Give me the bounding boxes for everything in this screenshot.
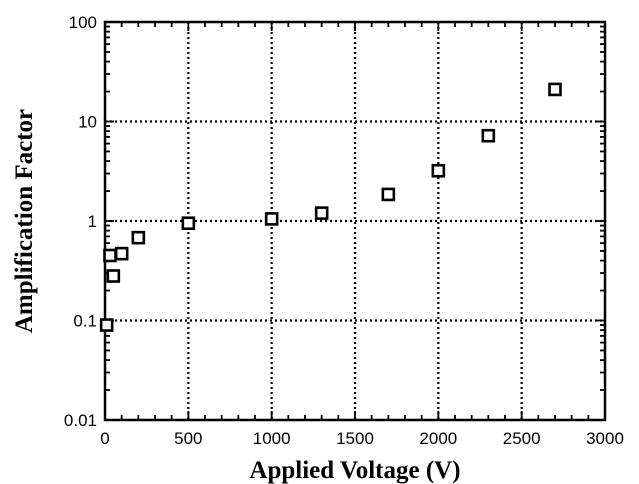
data-point [106, 269, 121, 283]
data-point [131, 230, 146, 245]
data-point [114, 246, 129, 261]
x-tick-label: 500 [174, 429, 202, 448]
x-tick-label: 3000 [586, 429, 624, 448]
x-tick-labels: 0 500 1000 1500 2000 2500 3000 [100, 429, 624, 448]
x-tick-label: 1500 [336, 429, 374, 448]
data-point [431, 163, 446, 178]
data-point [264, 212, 279, 226]
x-tick-label: 1000 [253, 429, 291, 448]
data-point [548, 82, 562, 97]
x-tick-label: 2500 [503, 429, 541, 448]
y-tick-label: 1 [88, 212, 97, 231]
data-point [481, 128, 496, 143]
y-axis-title: Amplification Factor [11, 109, 38, 333]
x-tick-label: 0 [100, 429, 109, 448]
data-point [381, 187, 396, 202]
plot-frame [103, 20, 607, 422]
y-tick-label: 0.1 [73, 312, 97, 331]
x-axis-title: Applied Voltage (V) [249, 457, 460, 484]
grid-lines [105, 22, 605, 420]
data-point [181, 216, 196, 231]
y-tick-label: 100 [69, 13, 97, 32]
data-point [99, 318, 114, 332]
y-tick-label: 0.01 [64, 411, 97, 430]
y-tick-labels: 0.01 0.1 1 10 100 [64, 13, 97, 430]
data-point [103, 248, 117, 263]
data-point [314, 206, 329, 220]
data-points [99, 82, 562, 332]
x-tick-label: 2000 [419, 429, 457, 448]
y-tick-label: 10 [78, 113, 97, 132]
